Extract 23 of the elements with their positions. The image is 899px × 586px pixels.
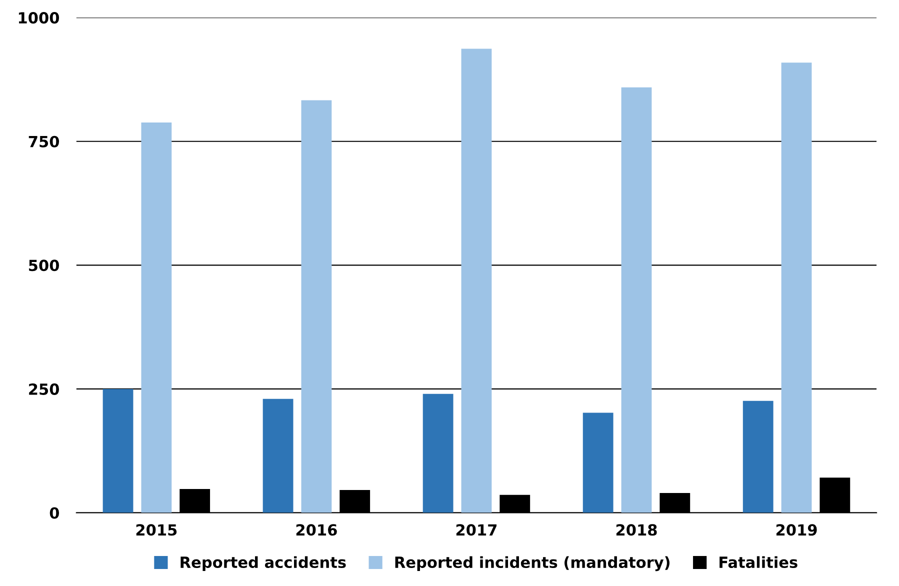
bar — [102, 388, 134, 513]
y-tick-label: 250 — [29, 383, 60, 395]
bar — [582, 412, 614, 513]
x-tick-label: 2016 — [296, 524, 337, 536]
bar — [781, 62, 812, 513]
legend-label: Reported accidents — [180, 556, 346, 571]
y-tick-label: 1000 — [18, 12, 60, 24]
y-tick-label: 500 — [29, 260, 60, 272]
bar — [301, 100, 332, 513]
bar — [422, 394, 454, 513]
bar — [262, 398, 294, 513]
bar — [621, 87, 652, 513]
y-tick-label: 0 — [50, 507, 60, 519]
legend-label: Reported incidents (mandatory) — [395, 556, 670, 572]
x-tick-label: 2015 — [136, 524, 177, 536]
bar — [742, 400, 774, 513]
x-tick-label: 2017 — [456, 524, 497, 536]
x-tick-label: 2019 — [776, 524, 817, 536]
x-tick-label: 2018 — [616, 524, 657, 536]
y-tick-label: 750 — [28, 136, 60, 148]
bar — [461, 48, 492, 513]
legend-label: Fatalities — [720, 556, 798, 568]
bar — [141, 122, 172, 513]
